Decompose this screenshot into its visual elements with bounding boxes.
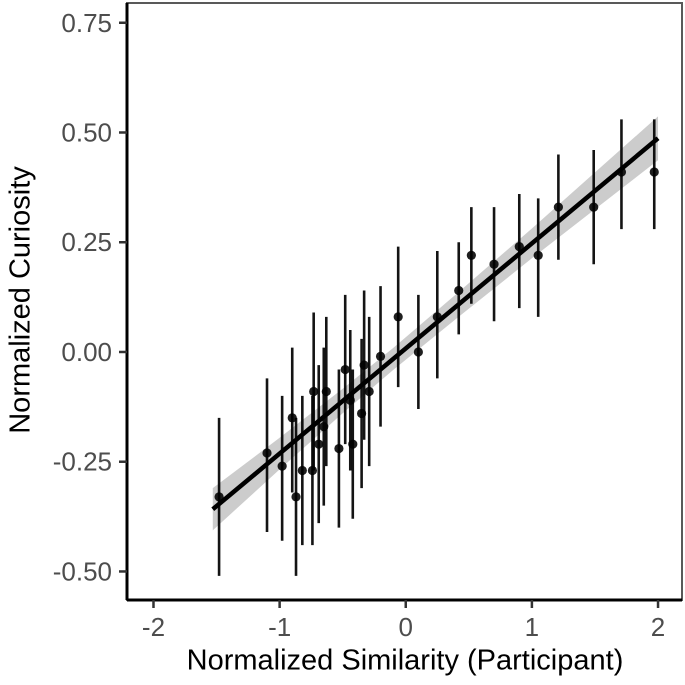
data-point xyxy=(314,439,324,449)
data-point xyxy=(214,492,224,502)
data-point xyxy=(319,422,329,432)
data-point xyxy=(375,351,386,361)
data-point xyxy=(454,285,464,296)
y-tick-label: 0.00 xyxy=(61,337,112,367)
data-point xyxy=(359,360,369,370)
data-point xyxy=(364,386,374,397)
data-point xyxy=(589,202,599,212)
data-point xyxy=(393,312,403,322)
data-point xyxy=(334,443,344,454)
data-point xyxy=(287,413,297,423)
data-point xyxy=(466,250,476,261)
data-point xyxy=(533,250,543,261)
data-point xyxy=(277,461,287,471)
y-axis-title: Normalized Curiosity xyxy=(4,166,37,434)
data-point xyxy=(553,202,563,212)
data-point xyxy=(340,364,350,375)
y-tick-label: 0.50 xyxy=(61,117,112,147)
x-tick-label: 0 xyxy=(399,612,413,642)
y-tick-label: 0.25 xyxy=(61,227,112,257)
data-point xyxy=(357,408,367,419)
x-axis-title: Normalized Similarity (Participant) xyxy=(186,644,624,677)
y-tick-label: 0.75 xyxy=(61,8,112,38)
data-point xyxy=(489,259,499,269)
regression-line xyxy=(211,136,660,511)
data-point xyxy=(514,242,524,252)
x-tick-label: -1 xyxy=(268,612,291,642)
x-tick-label: 1 xyxy=(525,612,539,642)
data-point xyxy=(307,465,318,476)
panel-border xyxy=(126,2,683,601)
x-tick-label: -2 xyxy=(142,612,165,642)
data-point xyxy=(321,386,331,397)
data-point xyxy=(291,492,301,502)
data-point xyxy=(649,167,659,177)
data-point xyxy=(413,347,423,357)
y-tick-label: -0.50 xyxy=(53,556,112,586)
y-tick-label: -0.25 xyxy=(53,447,112,477)
x-tick-label: 2 xyxy=(651,612,665,642)
data-point xyxy=(297,465,307,476)
data-point xyxy=(309,386,319,397)
data-point xyxy=(262,448,272,458)
data-point xyxy=(348,439,358,449)
